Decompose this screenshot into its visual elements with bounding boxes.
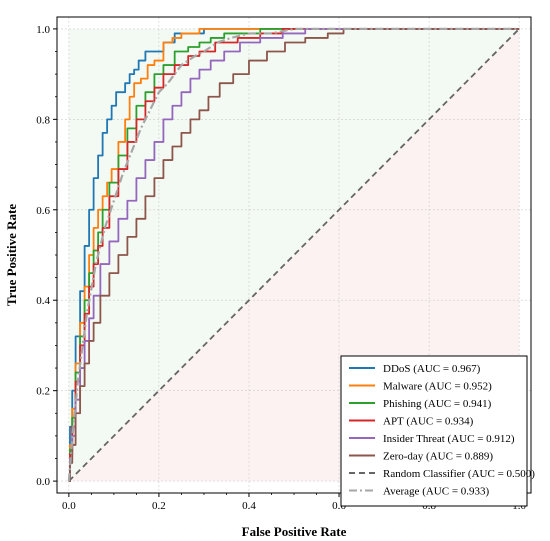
legend-label: Insider Threat (AUC = 0.912) [383,433,515,445]
legend-label: Malware (AUC = 0.952) [383,381,492,393]
x-tick-label: 0.0 [62,500,76,512]
y-tick-label: 0.0 [36,476,50,488]
y-axis-label: True Positive Rate [4,204,19,307]
x-axis-label: False Positive Rate [242,524,347,539]
series-line-7 [67,27,520,482]
legend-label: DDoS (AUC = 0.967) [383,363,481,375]
y-tick-label: 0.6 [36,205,50,217]
legend-label: Zero-day (AUC = 0.889) [383,451,493,463]
y-tick-label: 1.0 [36,24,50,36]
y-tick-label: 0.8 [36,114,50,126]
x-tick-label: 0.4 [242,500,256,512]
series-line-5 [68,28,520,482]
legend-label: APT (AUC = 0.934) [383,416,474,428]
legend-box [340,355,528,507]
legend: DDoS (AUC = 0.967) Malware (AUC = 0.952) P… [340,355,535,507]
series-line-3 [68,28,520,482]
series-layer [67,27,520,482]
y-tick-label: 0.2 [36,386,50,398]
legend-label: Phishing (AUC = 0.941) [383,398,492,410]
series-line-1 [68,28,520,482]
series-line-6 [68,28,520,482]
series-line-2 [68,28,520,482]
legend-label: Average (AUC = 0.933) [383,486,490,498]
series-line-0 [68,28,520,482]
y-tick-label: 0.4 [36,295,50,307]
legend-label: Random Classifier (AUC = 0.500) [383,468,535,480]
x-tick-label: 0.2 [152,500,166,512]
